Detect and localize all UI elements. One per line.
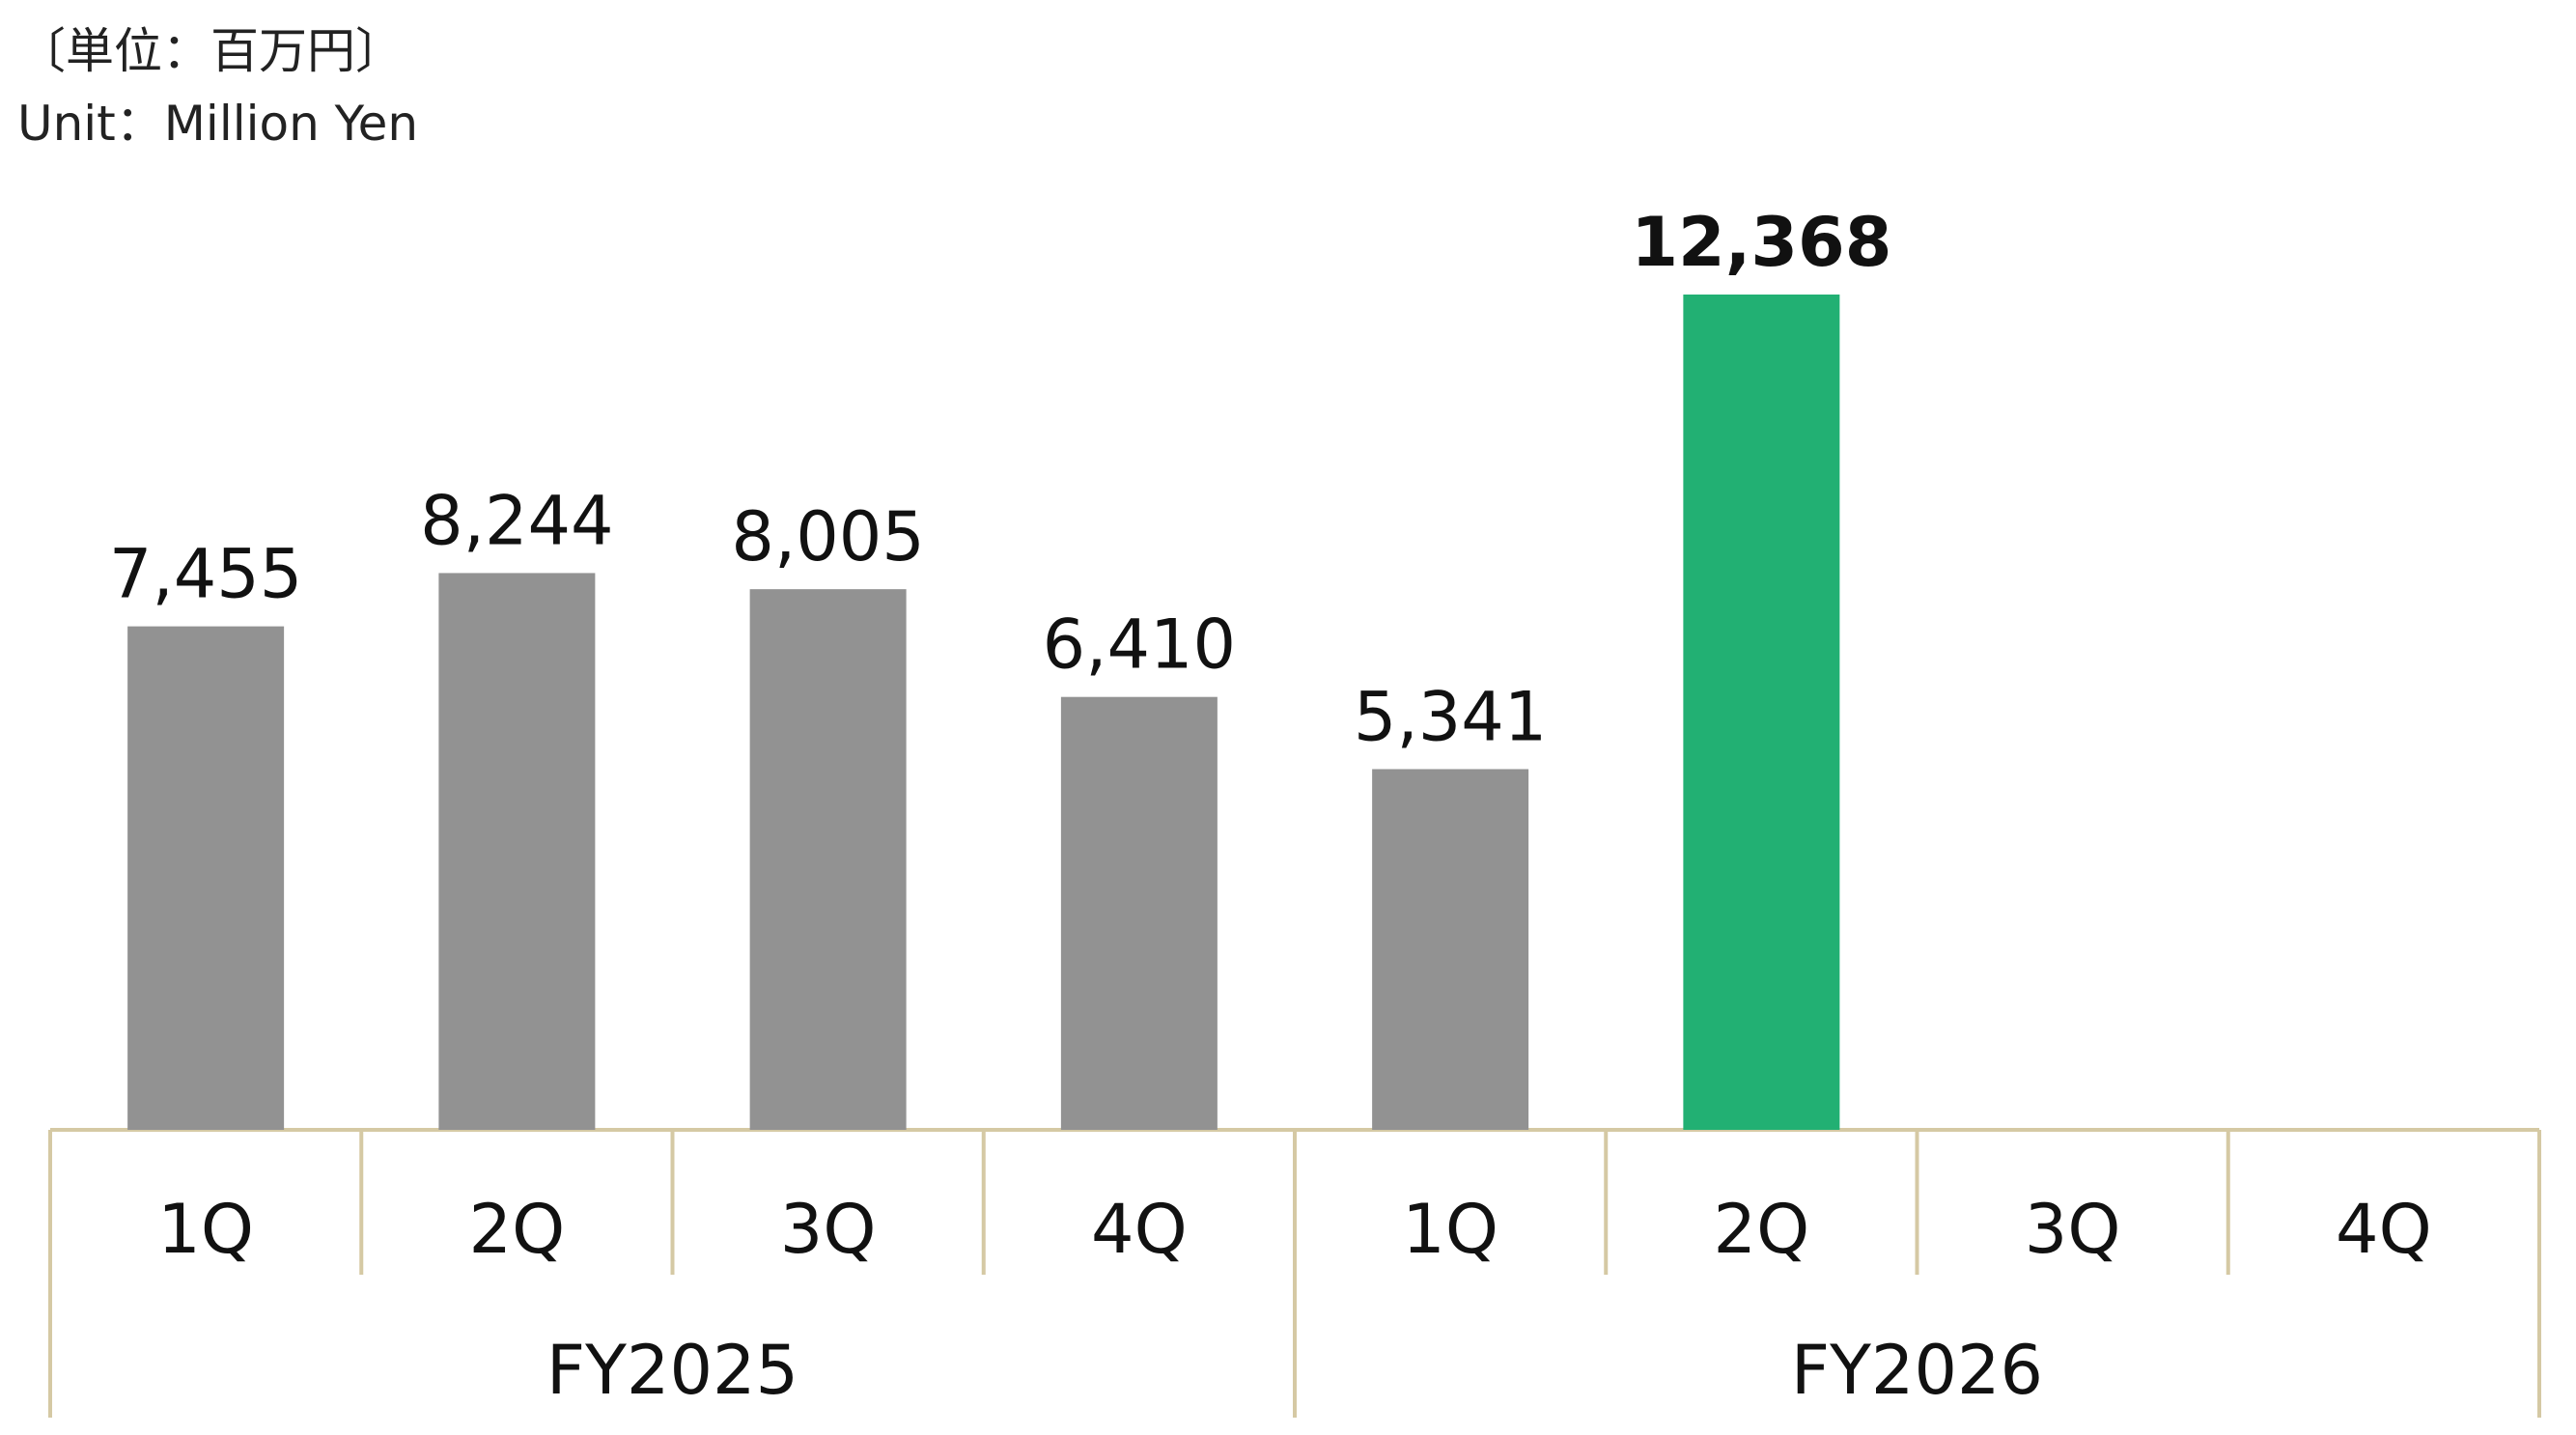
category-label-fy2026-1q: 1Q bbox=[1402, 1190, 1498, 1269]
bar-fy2025-2q bbox=[438, 573, 596, 1130]
category-label-fy2026-2q: 2Q bbox=[1714, 1190, 1810, 1269]
data-label-fy2025-2q: 8,244 bbox=[420, 481, 613, 560]
category-label-fy2025-2q: 2Q bbox=[469, 1190, 566, 1269]
category-label-fy2026-4q: 4Q bbox=[2336, 1190, 2432, 1269]
category-label-fy2025-3q: 3Q bbox=[780, 1190, 877, 1269]
category-label-fy2025-4q: 4Q bbox=[1091, 1190, 1188, 1269]
category-label-fy2026-3q: 3Q bbox=[2025, 1190, 2121, 1269]
bar-fy2025-1q bbox=[127, 626, 285, 1130]
data-label-fy2025-1q: 7,455 bbox=[109, 535, 302, 614]
data-label-fy2026-2q: 12,368 bbox=[1631, 203, 1891, 282]
data-label-fy2025-4q: 6,410 bbox=[1043, 605, 1236, 685]
unit-label-jp: 〔単位：百万円〕 bbox=[17, 23, 404, 79]
bar-fy2025-3q bbox=[749, 589, 907, 1130]
category-label-fy2025-1q: 1Q bbox=[157, 1190, 254, 1269]
unit-label-en: Unit：Million Yen bbox=[17, 96, 419, 152]
data-label-fy2026-1q: 5,341 bbox=[1354, 677, 1547, 756]
group-label-fy2026: FY2026 bbox=[1791, 1331, 2043, 1410]
bar-fy2026-2q bbox=[1683, 295, 1840, 1130]
group-label-fy2025: FY2025 bbox=[546, 1331, 798, 1410]
data-label-fy2025-3q: 8,005 bbox=[731, 497, 924, 577]
bar-fy2025-4q bbox=[1060, 696, 1218, 1130]
bar-fy2026-1q bbox=[1372, 769, 1529, 1130]
